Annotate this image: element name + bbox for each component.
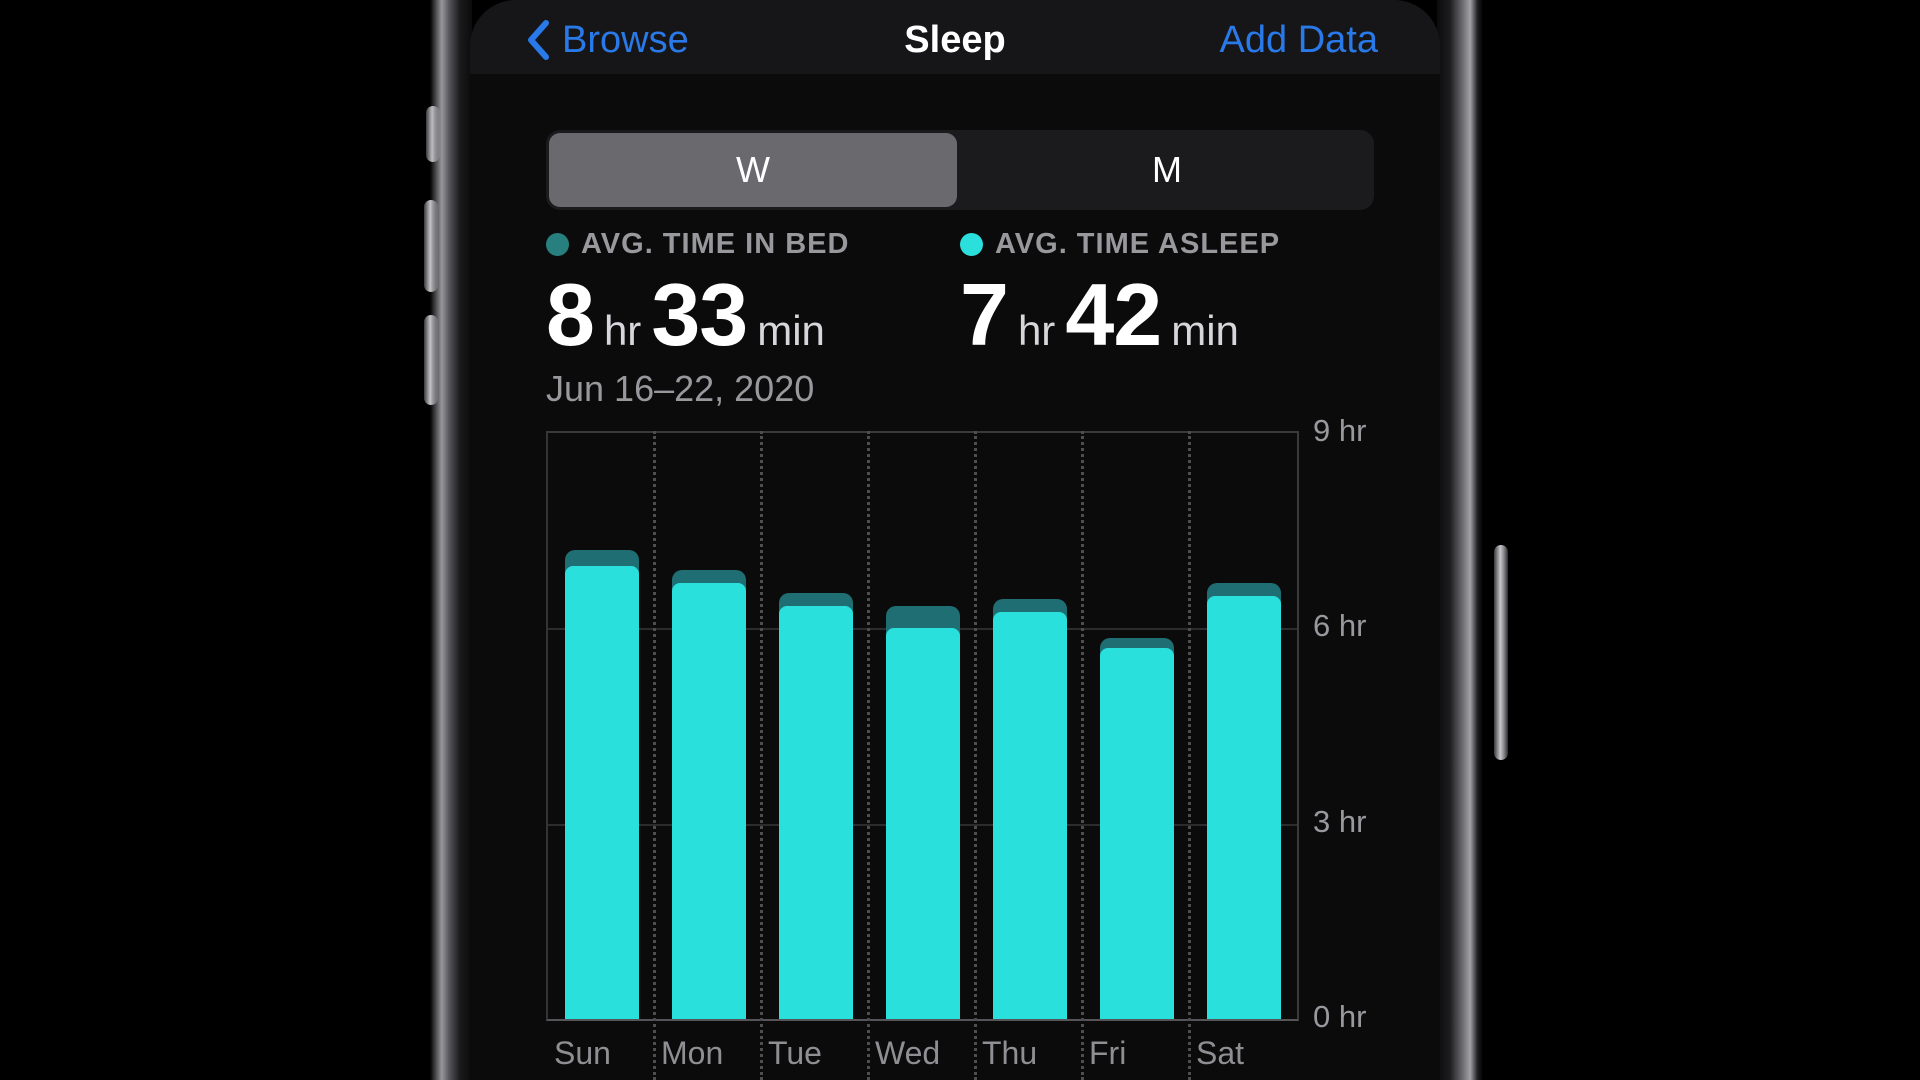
column-separator <box>1081 431 1084 1080</box>
navigation-bar: Sleep Browse Add Data <box>470 0 1440 74</box>
period-segmented-control: W M <box>546 130 1374 210</box>
y-axis-label: 6 hr <box>1313 608 1367 644</box>
tab-week[interactable]: W <box>736 149 770 190</box>
y-axis-label: 3 hr <box>1313 803 1367 839</box>
x-axis-label: Tue <box>768 1035 822 1071</box>
x-axis-label: Thu <box>982 1035 1038 1071</box>
sleep-chart: 9 hr 6 hr 3 hr 0 hr Sun Mon Tue Wed Thu Fri Sat <box>546 413 1426 1080</box>
column-separator <box>867 431 870 1080</box>
column-separator <box>760 431 763 1080</box>
hours-unit: hr <box>1017 307 1056 354</box>
minutes-value: 33 <box>651 265 748 364</box>
x-axis-label: Mon <box>661 1035 724 1071</box>
bar-time-asleep <box>564 566 639 1019</box>
minutes-value: 42 <box>1065 265 1162 364</box>
hours-value: 7 <box>960 265 1009 364</box>
stat-label: AVG. TIME IN BED <box>581 228 850 260</box>
stat-value: 7 hr 42 min <box>960 271 1280 359</box>
sleep-chart-plot[interactable] <box>546 431 1299 1021</box>
power-button <box>1494 545 1508 760</box>
back-button-label: Browse <box>562 18 689 61</box>
bar-time-asleep <box>671 582 746 1019</box>
column-separator <box>974 431 977 1080</box>
stat-label-row: AVG. TIME IN BED <box>546 228 849 261</box>
x-axis-label: Fri <box>1089 1035 1127 1071</box>
stat-value: 8 hr 33 min <box>546 271 849 359</box>
minutes-unit: min <box>1171 307 1239 354</box>
stat-label: AVG. TIME ASLEEP <box>995 228 1281 260</box>
time-in-bed-legend-dot <box>546 233 569 256</box>
chevron-left-icon <box>526 19 550 61</box>
tab-month[interactable]: M <box>1152 149 1182 190</box>
avg-time-asleep-stat: AVG. TIME ASLEEP 7 hr 42 min <box>960 228 1280 359</box>
bar-time-asleep <box>1099 647 1174 1019</box>
column-separator <box>1188 431 1191 1080</box>
y-axis-label: 0 hr <box>1313 999 1367 1034</box>
stat-label-row: AVG. TIME ASLEEP <box>960 228 1280 261</box>
avg-time-in-bed-stat: AVG. TIME IN BED 8 hr 33 min <box>546 228 849 359</box>
hours-unit: hr <box>603 307 642 354</box>
y-axis-label: 9 hr <box>1313 413 1367 448</box>
bar-time-asleep <box>885 628 960 1019</box>
x-axis-label: Sun <box>554 1035 611 1071</box>
phone-right-bezel <box>1437 0 1483 1080</box>
bar-time-asleep <box>992 612 1067 1019</box>
time-asleep-legend-dot <box>960 233 983 256</box>
phone-left-bezel <box>430 0 472 1080</box>
column-separator <box>653 431 656 1080</box>
add-data-button[interactable]: Add Data <box>1219 18 1378 61</box>
date-range-label: Jun 16–22, 2020 <box>546 368 815 409</box>
x-axis-label: Sat <box>1196 1035 1245 1071</box>
bar-time-asleep <box>778 605 853 1019</box>
x-axis-label: Wed <box>875 1035 941 1071</box>
hours-value: 8 <box>546 265 595 364</box>
phone-screen: Sleep Browse Add Data W M AVG. TIME IN B… <box>470 0 1440 1080</box>
minutes-unit: min <box>757 307 825 354</box>
bar-time-asleep <box>1206 595 1281 1019</box>
back-button[interactable]: Browse <box>526 19 689 62</box>
segmented-control-thumb <box>549 133 957 207</box>
